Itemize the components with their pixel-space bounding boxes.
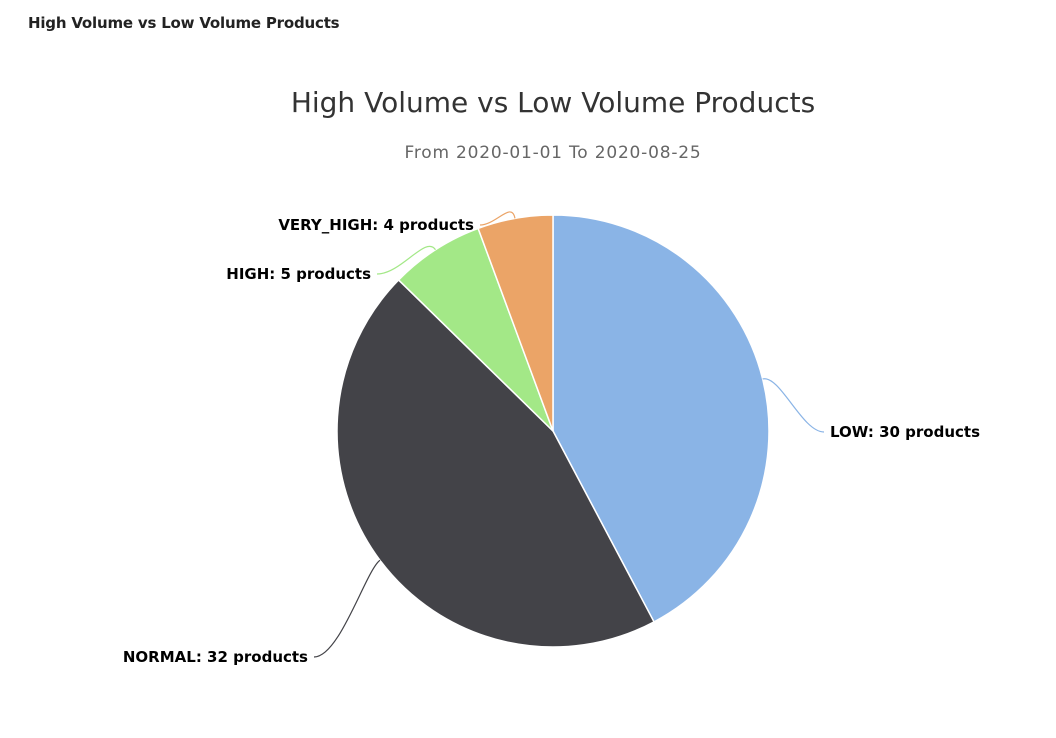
chart-title: High Volume vs Low Volume Products <box>291 86 815 119</box>
data-label-normal: NORMAL: 32 products <box>123 648 308 666</box>
panel-title: High Volume vs Low Volume Products <box>28 14 340 32</box>
chart-subtitle: From 2020-01-01 To 2020-08-25 <box>404 143 701 163</box>
data-label-very-high: VERY_HIGH: 4 products <box>278 216 474 234</box>
connector-high <box>376 245 436 275</box>
pie-labels: LOW: 30 products NORMAL: 32 products HIGH:… <box>123 216 980 666</box>
pie-slice-low[interactable] <box>552 214 770 623</box>
connector-low <box>762 378 825 433</box>
pie-slice-very-high[interactable] <box>477 214 554 432</box>
pie-chart-svg: High Volume vs Low Volume Products From … <box>123 86 980 666</box>
connector-normal <box>313 559 381 658</box>
pie-slices <box>336 214 770 648</box>
pie-connectors <box>313 211 825 658</box>
data-label-high: HIGH: 5 products <box>226 265 371 283</box>
connector-very-high <box>479 211 516 226</box>
pie-chart: High Volume vs Low Volume Products From … <box>0 60 1056 734</box>
data-label-low: LOW: 30 products <box>830 423 980 441</box>
